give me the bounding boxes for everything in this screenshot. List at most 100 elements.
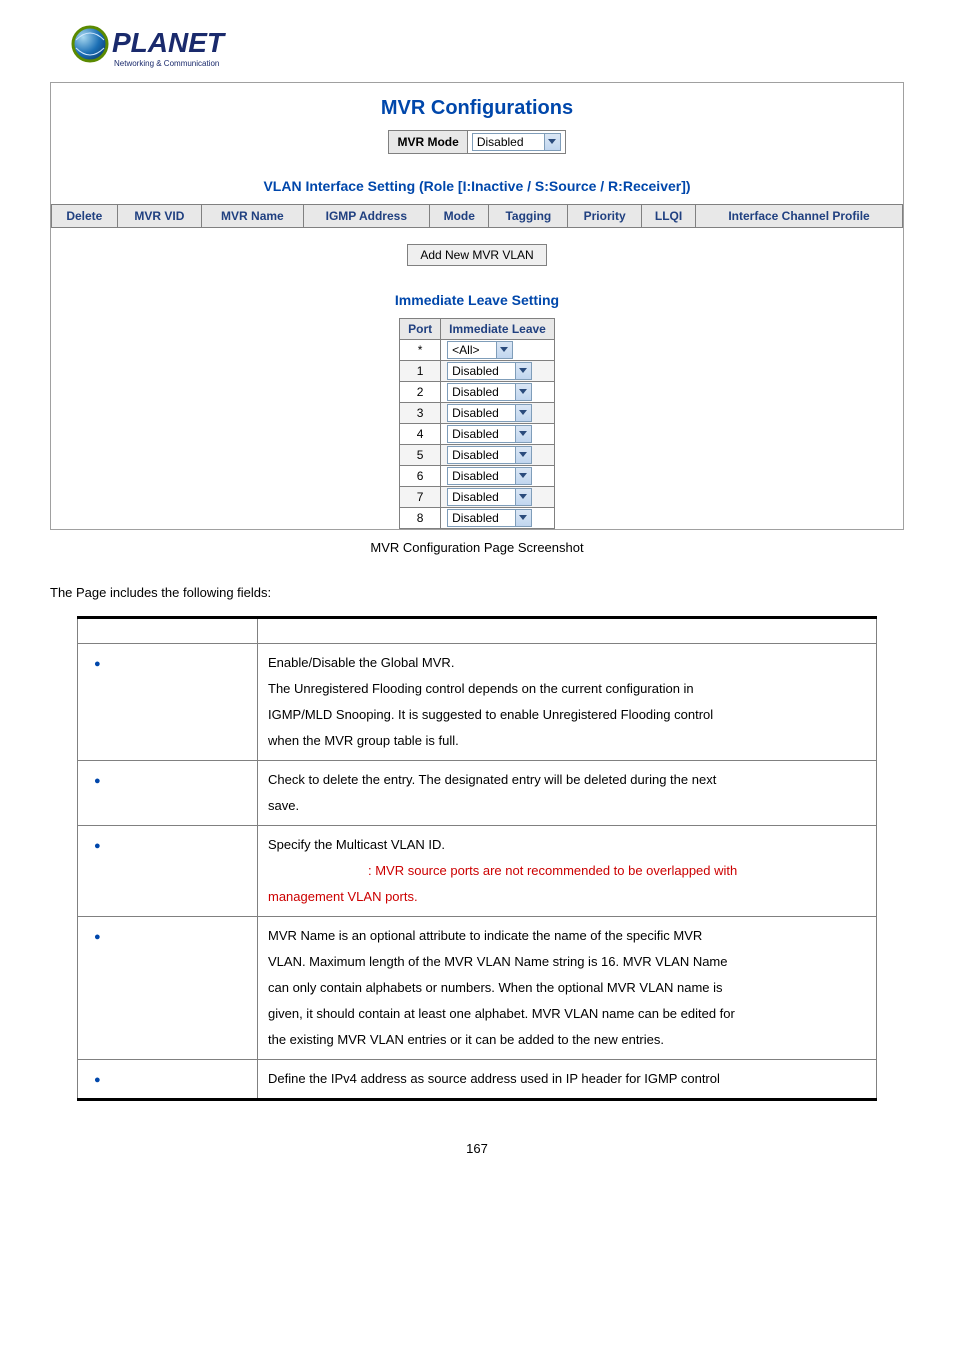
leave-select-value: Disabled (452, 490, 515, 504)
leave-header-port: Port (400, 319, 441, 340)
chevron-down-icon (515, 363, 531, 379)
bullet-icon: ● (94, 1069, 101, 1091)
page-number: 167 (50, 1141, 904, 1156)
leave-select-value: Disabled (452, 511, 515, 525)
vlan-header-table: DeleteMVR VIDMVR NameIGMP AddressModeTag… (51, 204, 903, 228)
field-desc-line: Enable/Disable the Global MVR. (268, 655, 454, 670)
fields-table: ● Enable/Disable the Global MVR. The Unreg… (77, 616, 877, 1101)
leave-header-immediate: Immediate Leave (441, 319, 555, 340)
vlan-header-cell: MVR VID (117, 205, 201, 228)
vlan-header-cell: Tagging (489, 205, 568, 228)
leave-select-value: Disabled (452, 364, 515, 378)
planet-logo-icon: PLANET Networking & Communication (70, 20, 270, 72)
leave-value-cell: Disabled (441, 508, 555, 529)
leave-select[interactable]: Disabled (447, 446, 532, 464)
bullet-icon: ● (94, 926, 101, 948)
leave-select[interactable]: Disabled (447, 509, 532, 527)
immediate-leave-table: Port Immediate Leave *<All>1 Disabled 2 Dis… (399, 318, 555, 529)
field-label-cell: ● (78, 1060, 258, 1100)
leave-row: 4 Disabled (400, 424, 555, 445)
field-row: ● Enable/Disable the Global MVR. The Unreg… (78, 644, 877, 761)
leave-port-cell: 1 (400, 361, 441, 382)
leave-row: 6 Disabled (400, 466, 555, 487)
leave-port-cell: 5 (400, 445, 441, 466)
logo-tagline-text: Networking & Communication (114, 59, 219, 68)
field-desc-line: save. (268, 798, 299, 813)
field-desc-line: when the MVR group table is full. (268, 733, 459, 748)
leave-value-cell: <All> (441, 340, 555, 361)
field-label-cell: ● (78, 761, 258, 826)
leave-value-cell: Disabled (441, 403, 555, 424)
field-desc-line: Specify the Multicast VLAN ID. (268, 837, 445, 852)
bullet-icon: ● (94, 770, 101, 792)
field-row: ● MVR Name is an optional attribute to in… (78, 917, 877, 1060)
chevron-down-icon (515, 468, 531, 484)
field-row: ● Specify the Multicast VLAN ID. : MVR sou… (78, 826, 877, 917)
leave-select-value: Disabled (452, 385, 515, 399)
field-label-cell: ● (78, 644, 258, 761)
chevron-down-icon (515, 447, 531, 463)
field-desc-line: can only contain alphabets or numbers. W… (268, 980, 723, 995)
field-desc-line: IGMP/MLD Snooping. It is suggested to en… (268, 707, 713, 722)
leave-section-title: Immediate Leave Setting (51, 292, 903, 308)
field-desc-cell: Specify the Multicast VLAN ID. : MVR sour… (258, 826, 877, 917)
vlan-header-cell: Delete (52, 205, 118, 228)
leave-select[interactable]: Disabled (447, 425, 532, 443)
mvr-mode-value: Disabled (477, 135, 544, 149)
fields-header-object (78, 618, 258, 644)
leave-row: 7Disabled (400, 487, 555, 508)
leave-select[interactable]: <All> (447, 341, 512, 359)
mvr-mode-select[interactable]: Disabled (472, 133, 561, 151)
leave-select-value: Disabled (452, 427, 515, 441)
vlan-section-title: VLAN Interface Setting (Role [I:Inactive… (51, 178, 903, 194)
chevron-down-icon (515, 384, 531, 400)
vlan-header-cell: Interface Channel Profile (696, 205, 903, 228)
field-row: ● Check to delete the entry. The designat… (78, 761, 877, 826)
leave-value-cell: Disabled (441, 382, 555, 403)
screenshot-caption: MVR Configuration Page Screenshot (50, 540, 904, 555)
leave-row: 3Disabled (400, 403, 555, 424)
leave-port-cell: 8 (400, 508, 441, 529)
field-row: ● Define the IPv4 address as source addre… (78, 1060, 877, 1100)
logo: PLANET Networking & Communication (50, 20, 904, 82)
chevron-down-icon (496, 342, 512, 358)
field-desc-line: VLAN. Maximum length of the MVR VLAN Nam… (268, 954, 728, 969)
field-desc-cell: Enable/Disable the Global MVR. The Unregi… (258, 644, 877, 761)
vlan-header-cell: MVR Name (202, 205, 303, 228)
field-desc-line: : MVR source ports are not recommended t… (268, 863, 737, 878)
leave-port-cell: 2 (400, 382, 441, 403)
panel-title: MVR Configurations (51, 97, 903, 120)
field-desc-line: Define the IPv4 address as source addres… (268, 1071, 720, 1086)
field-desc-cell: MVR Name is an optional attribute to ind… (258, 917, 877, 1060)
vlan-header-cell: Mode (430, 205, 489, 228)
add-mvr-vlan-button[interactable]: Add New MVR VLAN (407, 244, 546, 266)
leave-row: 2 Disabled (400, 382, 555, 403)
leave-select[interactable]: Disabled (447, 383, 532, 401)
leave-select[interactable]: Disabled (447, 488, 532, 506)
bullet-icon: ● (94, 835, 101, 857)
leave-select[interactable]: Disabled (447, 404, 532, 422)
field-label-cell: ● (78, 917, 258, 1060)
field-desc-line: The Unregistered Flooding control depend… (268, 681, 694, 696)
leave-value-cell: Disabled (441, 466, 555, 487)
leave-row: 5 Disabled (400, 445, 555, 466)
leave-value-cell: Disabled (441, 361, 555, 382)
chevron-down-icon (515, 489, 531, 505)
leave-select[interactable]: Disabled (447, 467, 532, 485)
leave-port-cell: 6 (400, 466, 441, 487)
field-desc-cell: Check to delete the entry. The designate… (258, 761, 877, 826)
field-desc-line: management VLAN ports. (268, 889, 418, 904)
chevron-down-icon (544, 134, 560, 150)
leave-row: 8 Disabled (400, 508, 555, 529)
field-desc-line: MVR Name is an optional attribute to ind… (268, 928, 702, 943)
leave-port-cell: 4 (400, 424, 441, 445)
leave-select[interactable]: Disabled (447, 362, 532, 380)
vlan-header-cell: Priority (568, 205, 642, 228)
bullet-icon: ● (94, 653, 101, 675)
leave-row: *<All> (400, 340, 555, 361)
logo-brand-text: PLANET (112, 27, 227, 58)
chevron-down-icon (515, 405, 531, 421)
leave-select-value: Disabled (452, 448, 515, 462)
field-desc-line: given, it should contain at least one al… (268, 1006, 735, 1021)
leave-value-cell: Disabled (441, 424, 555, 445)
